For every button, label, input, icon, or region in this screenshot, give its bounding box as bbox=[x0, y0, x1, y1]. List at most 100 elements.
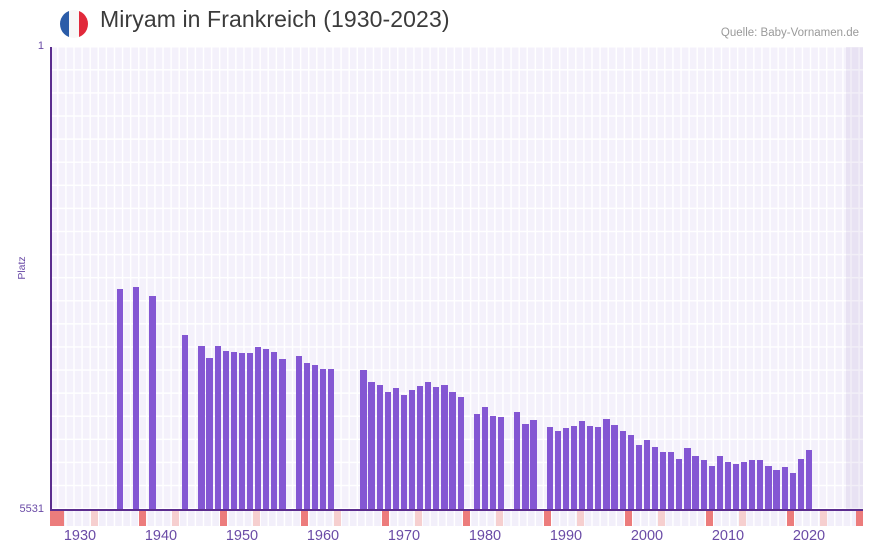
bar[interactable] bbox=[781, 466, 788, 509]
bar[interactable] bbox=[805, 450, 813, 509]
bar[interactable] bbox=[530, 419, 537, 509]
bar[interactable] bbox=[319, 368, 327, 509]
year-marker bbox=[252, 511, 260, 526]
bar[interactable] bbox=[425, 382, 432, 509]
bar[interactable] bbox=[724, 462, 732, 509]
bar[interactable] bbox=[263, 349, 270, 509]
year-marker bbox=[706, 511, 713, 526]
bar[interactable] bbox=[279, 358, 286, 509]
bar[interactable] bbox=[149, 295, 156, 509]
bar[interactable] bbox=[587, 426, 594, 509]
year-marker bbox=[90, 511, 98, 526]
x-axis-tick-label: 1930 bbox=[63, 528, 97, 544]
bar[interactable] bbox=[635, 444, 642, 509]
year-marker bbox=[738, 511, 746, 526]
bar[interactable] bbox=[498, 417, 505, 509]
bar[interactable] bbox=[765, 465, 772, 509]
bar[interactable] bbox=[603, 419, 610, 509]
bar[interactable] bbox=[255, 346, 262, 509]
bar[interactable] bbox=[595, 426, 602, 509]
bar[interactable] bbox=[182, 334, 189, 509]
bar[interactable] bbox=[684, 448, 691, 509]
year-marker bbox=[787, 511, 794, 526]
bar[interactable] bbox=[668, 451, 675, 509]
year-marker bbox=[463, 511, 470, 526]
year-marker bbox=[576, 511, 584, 526]
bar[interactable] bbox=[408, 390, 416, 509]
bar[interactable] bbox=[611, 425, 618, 509]
bar[interactable] bbox=[554, 430, 561, 509]
bar[interactable] bbox=[198, 345, 205, 509]
bar[interactable] bbox=[708, 465, 715, 509]
bar[interactable] bbox=[384, 392, 391, 509]
bar[interactable] bbox=[441, 385, 448, 509]
y-axis-top-tick-label: 1 bbox=[37, 40, 44, 52]
bar[interactable] bbox=[716, 455, 723, 509]
bar[interactable] bbox=[489, 415, 497, 509]
bar[interactable] bbox=[732, 464, 740, 509]
bar[interactable] bbox=[222, 351, 229, 509]
bar[interactable] bbox=[660, 452, 667, 509]
bar[interactable] bbox=[449, 392, 456, 509]
y-axis-title: Platz bbox=[16, 256, 28, 280]
page-title: Miryam in Frankreich (1930-2023) bbox=[100, 6, 450, 32]
bar[interactable] bbox=[271, 352, 278, 509]
bar[interactable] bbox=[627, 434, 634, 509]
x-axis-tick-label: 2010 bbox=[711, 528, 745, 544]
chart-header: Miryam in Frankreich (1930-2023) Quelle:… bbox=[0, 0, 873, 46]
bar[interactable] bbox=[295, 356, 302, 509]
bar[interactable] bbox=[311, 364, 318, 509]
bar[interactable] bbox=[360, 369, 367, 509]
bar[interactable] bbox=[749, 460, 756, 509]
bar[interactable] bbox=[757, 459, 764, 509]
year-marker bbox=[657, 511, 665, 526]
bar[interactable] bbox=[392, 388, 399, 509]
bar[interactable] bbox=[214, 345, 221, 509]
bar[interactable] bbox=[238, 352, 246, 509]
year-marker bbox=[171, 511, 179, 526]
bar[interactable] bbox=[789, 473, 796, 509]
bar[interactable] bbox=[206, 357, 213, 509]
bar[interactable] bbox=[473, 414, 480, 509]
bar[interactable] bbox=[303, 363, 310, 509]
x-axis-tick-label: 2000 bbox=[630, 528, 664, 544]
year-marker bbox=[495, 511, 503, 526]
year-marker bbox=[57, 511, 64, 526]
bar[interactable] bbox=[797, 459, 804, 509]
bar[interactable] bbox=[700, 460, 707, 509]
bar[interactable] bbox=[230, 352, 237, 509]
bar[interactable] bbox=[246, 353, 254, 509]
bar[interactable] bbox=[546, 427, 553, 509]
year-marker-strip bbox=[50, 511, 863, 526]
bar[interactable] bbox=[327, 369, 335, 509]
bar[interactable] bbox=[562, 427, 570, 509]
bar[interactable] bbox=[376, 385, 383, 509]
bar-series bbox=[50, 47, 863, 509]
year-marker bbox=[625, 511, 632, 526]
bar[interactable] bbox=[522, 423, 529, 509]
year-marker bbox=[333, 511, 341, 526]
year-marker bbox=[50, 511, 57, 526]
bar[interactable] bbox=[676, 459, 683, 509]
year-marker bbox=[301, 511, 308, 526]
bar[interactable] bbox=[692, 456, 699, 509]
bar[interactable] bbox=[741, 461, 748, 509]
bar[interactable] bbox=[514, 412, 521, 509]
bar[interactable] bbox=[773, 470, 780, 509]
bar[interactable] bbox=[481, 406, 489, 509]
bar[interactable] bbox=[368, 381, 375, 509]
bar[interactable] bbox=[400, 394, 408, 509]
bar[interactable] bbox=[651, 446, 659, 509]
bar[interactable] bbox=[619, 430, 626, 509]
bar[interactable] bbox=[133, 286, 140, 509]
y-axis-line bbox=[50, 47, 52, 510]
bar[interactable] bbox=[457, 397, 464, 509]
bar[interactable] bbox=[570, 426, 578, 509]
bar[interactable] bbox=[579, 421, 586, 509]
bar[interactable] bbox=[417, 386, 424, 509]
bar[interactable] bbox=[117, 289, 124, 509]
bar[interactable] bbox=[643, 440, 651, 509]
x-axis-tick-label: 1950 bbox=[225, 528, 259, 544]
bar[interactable] bbox=[433, 386, 440, 509]
